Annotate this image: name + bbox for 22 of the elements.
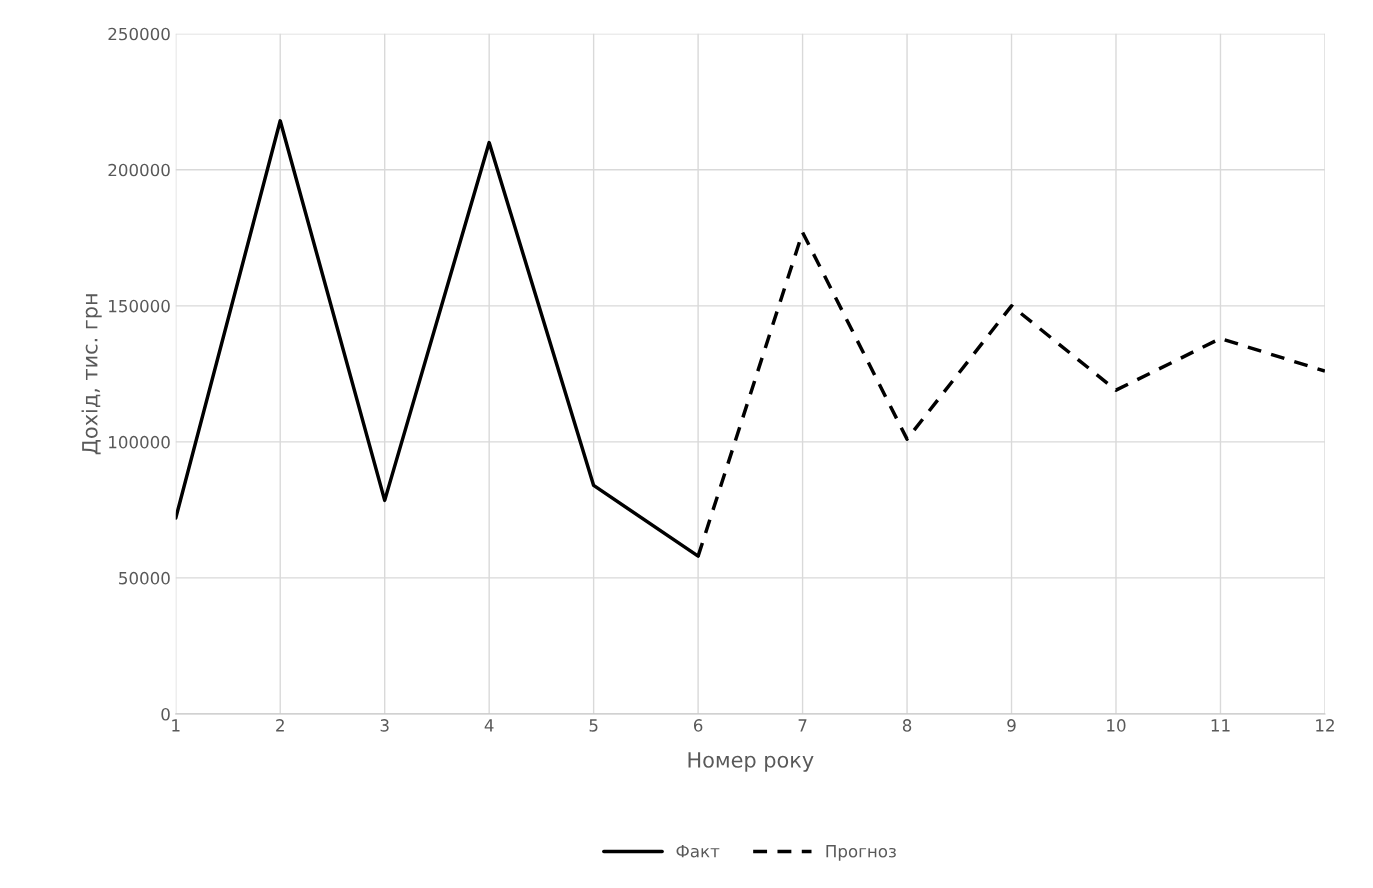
x-tick-label: 3 [380,719,389,732]
y-tick-label: 100000 [109,435,170,449]
y-tick-label: 0 [161,707,170,721]
legend-label: Прогноз [826,845,896,861]
y-tick-label: 50000 [119,571,170,585]
y-axis-title: Дохід, тис. грн [81,294,102,455]
x-tick-label: 6 [693,719,703,732]
x-tick-label: 7 [798,719,807,732]
legend-label: Факт [676,845,720,858]
y-tick-label: 150000 [109,299,170,313]
x-tick-label: 8 [902,719,912,732]
x-tick-label: 11 [1211,719,1230,732]
x-tick-label: 1 [172,719,180,732]
x-tick-label: 4 [484,719,494,732]
x-tick-label: 10 [1107,719,1126,732]
x-axis-title: Номер року [688,752,814,772]
y-tick-label: 200000 [108,163,170,177]
x-tick-label: 12 [1316,719,1334,732]
x-tick-label: 2 [276,719,284,732]
x-tick-label: 5 [589,719,598,732]
x-tick-label: 9 [1007,719,1016,732]
y-tick-label: 250000 [108,27,170,41]
